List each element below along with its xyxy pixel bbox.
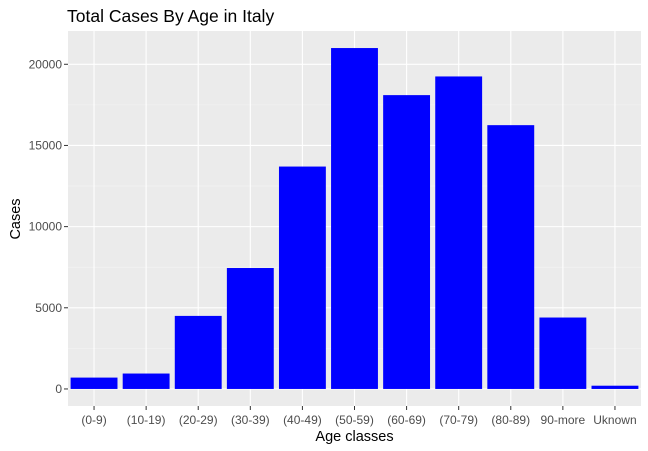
bar — [591, 385, 639, 389]
x-tick-label: (60-69) — [387, 413, 426, 427]
y-axis-title: Cases — [8, 198, 24, 239]
y-axis: 0 5000 10000 15000 20000 — [29, 57, 68, 396]
bar — [278, 166, 326, 389]
bar — [122, 373, 170, 389]
x-tick-label: (30-39) — [231, 413, 270, 427]
bar — [487, 125, 535, 389]
y-tick-label: 15000 — [29, 138, 63, 152]
y-tick-label: 10000 — [29, 220, 63, 234]
x-tick-label: (40-49) — [283, 413, 322, 427]
y-tick-label: 0 — [55, 382, 62, 396]
bar — [539, 317, 587, 389]
x-axis-title: Age classes — [315, 429, 393, 445]
bar — [435, 76, 483, 389]
y-tick-label: 5000 — [35, 301, 62, 315]
chart-title: Total Cases By Age in Italy — [67, 6, 274, 26]
x-tick-label: Uknown — [593, 413, 636, 427]
bar — [70, 377, 118, 389]
x-tick-label: (0-9) — [81, 413, 106, 427]
x-tick-label: (10-19) — [127, 413, 166, 427]
x-tick-label: (70-79) — [439, 413, 478, 427]
x-axis: (0-9) (10-19) (20-29) (30-39) (40-49) (50-59)… — [81, 406, 637, 427]
x-tick-label: (80-89) — [491, 413, 530, 427]
x-tick-label: (50-59) — [335, 413, 374, 427]
bars — [70, 48, 639, 389]
x-tick-label: 90-more — [541, 413, 586, 427]
bar — [174, 315, 222, 389]
x-tick-label: (20-29) — [179, 413, 218, 427]
bar — [226, 268, 274, 389]
y-tick-label: 20000 — [29, 57, 63, 71]
bar — [331, 48, 378, 389]
bar — [383, 95, 431, 389]
